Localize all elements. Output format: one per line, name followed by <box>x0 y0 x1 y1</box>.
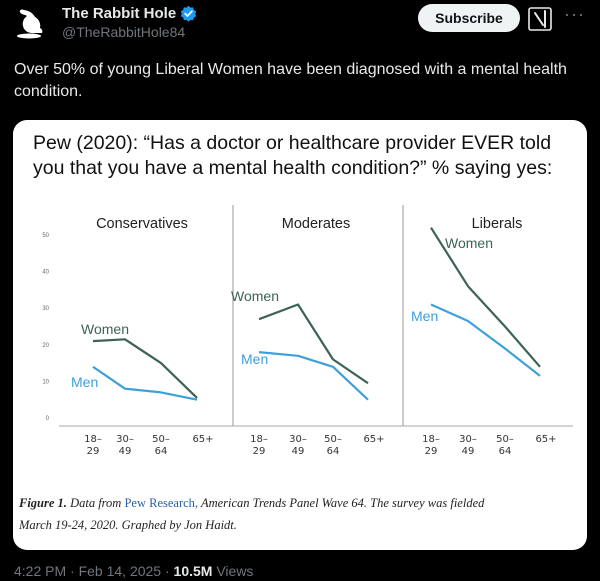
x-tick-label: 64 <box>327 446 340 457</box>
series-label-moderates-men: Men <box>241 351 268 367</box>
x-tick-label: 49 <box>292 446 305 457</box>
x-tick-label: 18– <box>422 434 440 445</box>
panel-title-moderates: Moderates <box>282 216 351 232</box>
chart-title-line2: you that you have a mental health condit… <box>33 157 552 179</box>
more-icon[interactable]: ··· <box>564 4 585 24</box>
panel-title-conservatives: Conservatives <box>96 216 188 232</box>
x-tick-label: 29 <box>87 446 100 457</box>
y-tick-label: 40 <box>42 270 49 276</box>
series-line-liberals-women <box>430 227 541 368</box>
x-tick-label: 50– <box>152 434 170 445</box>
caption-pew-link[interactable]: Pew Research, <box>124 496 198 510</box>
x-tick-label: 30– <box>289 434 307 445</box>
x-tick-label: 49 <box>462 446 475 457</box>
author-name[interactable]: The Rabbit Hole <box>62 5 177 22</box>
x-tick-label: 65+ <box>535 434 556 445</box>
post-header: The Rabbit Hole @TheRabbitHole84 Subscri… <box>0 0 600 50</box>
series-label-liberals-women: Women <box>445 235 493 251</box>
post-meta: 4:22 PM · Feb 14, 2025 · 10.5M Views <box>14 563 253 579</box>
x-tick-label: 29 <box>425 446 438 457</box>
post-image[interactable]: Pew (2020): “Has a doctor or healthcare … <box>13 120 587 550</box>
chart-title-line1: Pew (2020): “Has a doctor or healthcare … <box>33 132 551 154</box>
chart: Pew (2020): “Has a doctor or healthcare … <box>18 132 573 532</box>
subscribe-button[interactable]: Subscribe <box>418 4 520 32</box>
series-line-conservatives-women <box>92 338 198 399</box>
caption-figure-label: Figure 1. <box>18 496 67 510</box>
views-count: 10.5M <box>173 563 213 579</box>
post-text: Over 50% of young Liberal Women have bee… <box>14 61 567 100</box>
chart-caption-line2: March 19-24, 2020. Graphed by Jon Haidt. <box>18 518 237 532</box>
x-tick-label: 64 <box>155 446 168 457</box>
panel-title-liberals: Liberals <box>472 216 523 232</box>
author-handle[interactable]: @TheRabbitHole84 <box>62 24 186 40</box>
x-tick-label: 29 <box>253 446 266 457</box>
y-tick-label: 50 <box>42 233 49 239</box>
x-tick-label: 64 <box>499 446 512 457</box>
x-tick-label: 30– <box>116 434 134 445</box>
post-timestamp[interactable]: 4:22 PM · Feb 14, 2025 · <box>14 563 174 579</box>
series-label-conservatives-women: Women <box>81 321 129 337</box>
series-label-conservatives-men: Men <box>71 374 98 390</box>
x-tick-label: 65+ <box>363 434 384 445</box>
series-line-moderates-men <box>258 351 369 401</box>
y-tick-label: 30 <box>42 306 49 312</box>
series-label-moderates-women: Women <box>231 288 279 304</box>
x-tick-label: 50– <box>496 434 514 445</box>
x-tick-label: 65+ <box>192 434 213 445</box>
caption-text: Data from <box>67 496 125 510</box>
y-tick-label: 10 <box>42 379 49 385</box>
verified-badge-icon <box>180 5 197 22</box>
x-tick-label: 18– <box>84 434 102 445</box>
x-tick-label: 50– <box>324 434 342 445</box>
grok-icon[interactable] <box>528 7 552 31</box>
series-line-liberals-men <box>430 303 541 377</box>
x-tick-label: 30– <box>459 434 477 445</box>
y-tick-label: 0 <box>46 416 50 422</box>
series-label-liberals-men: Men <box>411 308 438 324</box>
rabbit-avatar-icon[interactable] <box>14 6 48 40</box>
x-tick-label: 49 <box>119 446 132 457</box>
x-tick-label: 18– <box>250 434 268 445</box>
chart-caption-line1: Figure 1. Data from Pew Research, Americ… <box>18 496 485 510</box>
series-line-moderates-women <box>258 303 369 385</box>
views-label: Views <box>212 563 254 579</box>
series-line-conservatives-men <box>92 365 198 401</box>
caption-text-rest: American Trends Panel Wave 64. The surve… <box>198 496 485 510</box>
y-tick-label: 20 <box>42 343 49 349</box>
